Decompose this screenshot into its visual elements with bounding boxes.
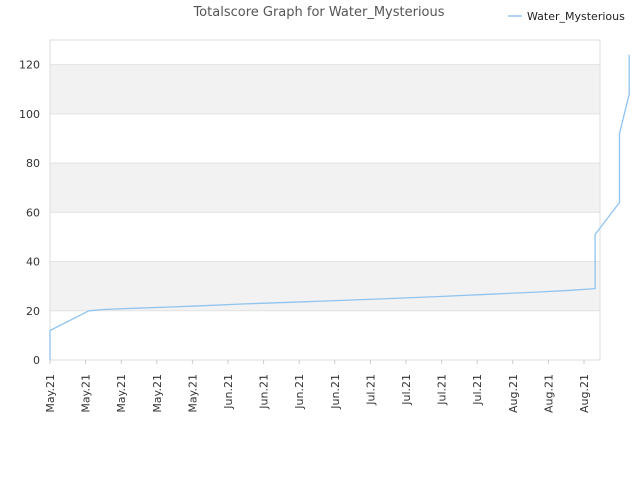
x-tick-label: Aug.21	[542, 374, 555, 413]
grid-band	[50, 261, 600, 311]
x-tick-label: May.21	[115, 374, 128, 413]
x-tick-label: Jul.21	[471, 374, 484, 406]
series-layer	[49, 54, 630, 360]
x-tick-label: Jun.21	[329, 374, 342, 410]
x-tick-label: May.21	[151, 374, 164, 413]
chart-title: Totalscore Graph for Water_Mysterious	[192, 5, 444, 20]
x-tick-label: Jun.21	[222, 374, 235, 410]
y-tick-label: 0	[33, 354, 40, 367]
y-tick-label: 20	[26, 305, 40, 318]
plot-area	[49, 39, 601, 361]
legend-label: Water_Mysterious	[527, 10, 625, 23]
y-tick-label: 100	[19, 108, 40, 121]
x-tick-label: Aug.21	[578, 374, 591, 413]
grid-band	[50, 163, 600, 213]
x-tick-label: Aug.21	[507, 374, 520, 413]
x-tick-label: Jun.21	[258, 374, 271, 410]
x-axis: May.21 May.21 May.21 May.21 May.21 Jun.21 Jun.…	[44, 360, 591, 413]
x-tick-label: Jul.21	[364, 374, 377, 406]
y-tick-label: 60	[26, 206, 40, 219]
x-tick-label: May.21	[80, 374, 93, 413]
background-bands	[50, 64, 600, 311]
x-tick-label: Jun.21	[293, 374, 306, 410]
series-line	[49, 54, 630, 360]
x-tick-label: Jul.21	[436, 374, 449, 406]
legend: Water_Mysterious	[508, 10, 625, 23]
x-tick-label: May.21	[186, 374, 199, 413]
y-tick-label: 40	[26, 256, 40, 269]
grid-band	[50, 64, 600, 114]
y-tick-label: 80	[26, 157, 40, 170]
x-tick-label: May.21	[44, 374, 57, 413]
y-axis: 0 20 40 60 80 100 120	[19, 59, 40, 367]
gridlines	[50, 64, 600, 361]
x-tick-label: Jul.21	[400, 374, 413, 406]
y-tick-label: 120	[19, 59, 40, 72]
